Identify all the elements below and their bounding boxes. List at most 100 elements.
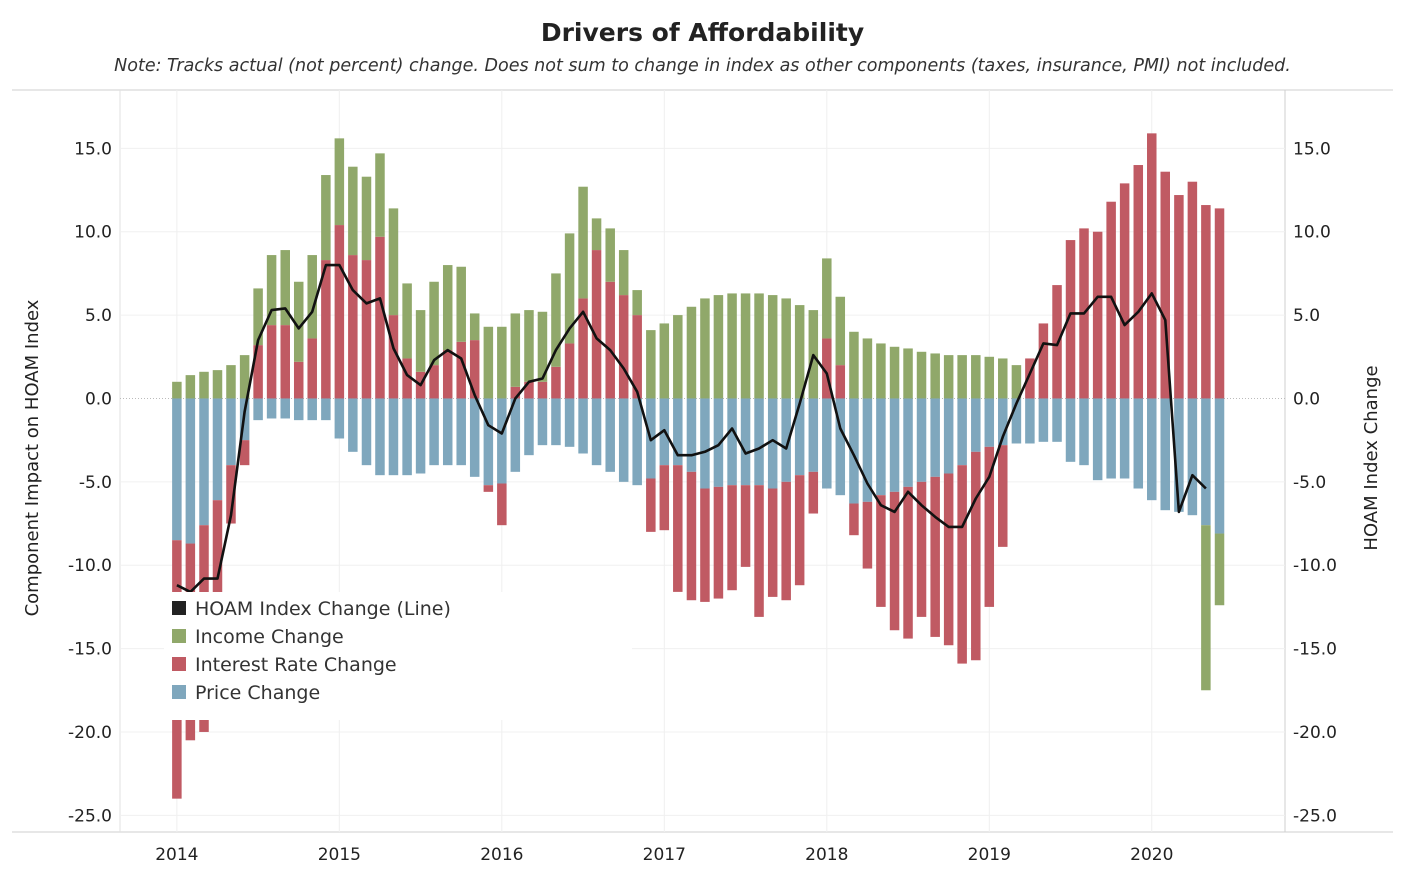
bar-income	[483, 326, 494, 399]
x-tick-label: 2015	[318, 845, 361, 865]
bar-interest-rate	[321, 260, 331, 399]
bar-price	[849, 398, 859, 504]
bar-price	[943, 398, 954, 474]
bar-price	[388, 398, 399, 476]
bar-interest-rate	[348, 255, 358, 399]
y-tick-label-left: -20.0	[68, 723, 112, 743]
y-tick-label-left: 5.0	[85, 306, 112, 326]
bar-price	[930, 398, 940, 477]
bar-interest-rate	[1065, 240, 1076, 399]
bar-income	[673, 315, 683, 399]
bar-interest-rate	[564, 343, 575, 399]
bar-price	[564, 398, 575, 447]
bar-interest-rate	[957, 465, 967, 664]
y-tick-label-right: 0.0	[1293, 389, 1320, 409]
bar-price	[903, 398, 913, 487]
bar-price	[1201, 398, 1211, 526]
bar-interest-rate	[239, 440, 250, 466]
bar-income	[537, 311, 548, 382]
bar-price	[673, 398, 683, 466]
legend-swatch	[172, 601, 186, 615]
bar-interest-rate	[646, 478, 656, 532]
y-tick-label-right: 10.0	[1293, 223, 1331, 243]
bar-interest-rate	[456, 341, 466, 399]
bar-income	[767, 295, 778, 399]
bar-price	[307, 398, 317, 421]
y-tick-label-right: -10.0	[1293, 556, 1337, 576]
y-tick-label-left: 10.0	[74, 223, 112, 243]
bar-price	[591, 398, 602, 466]
bar-income	[998, 358, 1008, 399]
bar-income	[293, 281, 304, 362]
x-tick-label: 2019	[968, 845, 1011, 865]
bar-price	[469, 398, 480, 477]
bar-income	[551, 273, 561, 367]
bar-income	[686, 306, 697, 399]
bar-price	[537, 398, 548, 446]
bar-price	[808, 398, 819, 472]
x-tick-label: 2014	[155, 845, 198, 865]
bar-income	[740, 293, 751, 399]
bar-interest-rate	[1133, 165, 1144, 399]
bar-interest-rate	[849, 503, 859, 536]
bar-price	[185, 398, 196, 544]
bar-price	[1079, 398, 1089, 466]
bar-interest-rate	[632, 315, 642, 399]
bar-price	[1160, 398, 1171, 511]
bar-income	[564, 233, 575, 344]
bar-interest-rate	[293, 361, 304, 399]
x-tick-label: 2017	[643, 845, 686, 865]
y-tick-label-right: -5.0	[1293, 473, 1326, 493]
bar-price	[321, 398, 331, 421]
bar-price	[1147, 398, 1157, 501]
bar-interest-rate	[388, 315, 399, 399]
bar-interest-rate	[483, 485, 494, 492]
bar-price	[794, 398, 805, 476]
bar-price	[280, 398, 290, 419]
bar-income	[835, 296, 846, 366]
bar-price	[212, 398, 223, 501]
bar-interest-rate	[578, 298, 588, 399]
bar-interest-rate	[1160, 171, 1171, 399]
bar-interest-rate	[713, 486, 724, 599]
bar-price	[348, 398, 358, 452]
bar-interest-rate	[984, 446, 995, 607]
x-tick-label: 2018	[805, 845, 848, 865]
bar-interest-rate	[889, 491, 900, 631]
legend-label: HOAM Index Change (Line)	[195, 598, 451, 620]
bar-income	[591, 218, 602, 251]
bar-income	[253, 288, 263, 346]
bar-interest-rate	[1214, 208, 1225, 399]
bar-income	[402, 283, 412, 359]
bar-interest-rate	[998, 445, 1008, 547]
bar-price	[293, 398, 304, 421]
bar-income	[442, 265, 453, 351]
bar-price	[442, 398, 453, 466]
bar-interest-rate	[280, 325, 290, 399]
bar-income	[943, 355, 954, 399]
bar-income	[212, 370, 223, 399]
y-tick-label-left: 0.0	[85, 389, 112, 409]
bar-income	[849, 331, 859, 399]
bar-interest-rate	[469, 340, 480, 399]
bar-price	[456, 398, 466, 466]
bar-income	[578, 186, 588, 299]
y-axis-left-title: Component Impact on HOAM Index	[22, 299, 43, 616]
bar-income	[334, 138, 345, 226]
chart-title: Drivers of Affordability	[540, 18, 865, 47]
bar-interest-rate	[740, 485, 751, 567]
bar-price	[334, 398, 345, 439]
bar-income	[822, 258, 832, 339]
bar-interest-rate	[822, 338, 832, 399]
bar-interest-rate	[510, 386, 521, 399]
bar-income	[876, 343, 886, 399]
bar-interest-rate	[266, 325, 277, 399]
bar-interest-rate	[429, 365, 439, 399]
bar-interest-rate	[605, 281, 615, 399]
bar-price	[632, 398, 642, 486]
bar-price	[700, 398, 710, 489]
bar-income	[226, 365, 236, 399]
bar-income	[456, 266, 466, 342]
y-tick-label-left: -25.0	[68, 806, 112, 826]
